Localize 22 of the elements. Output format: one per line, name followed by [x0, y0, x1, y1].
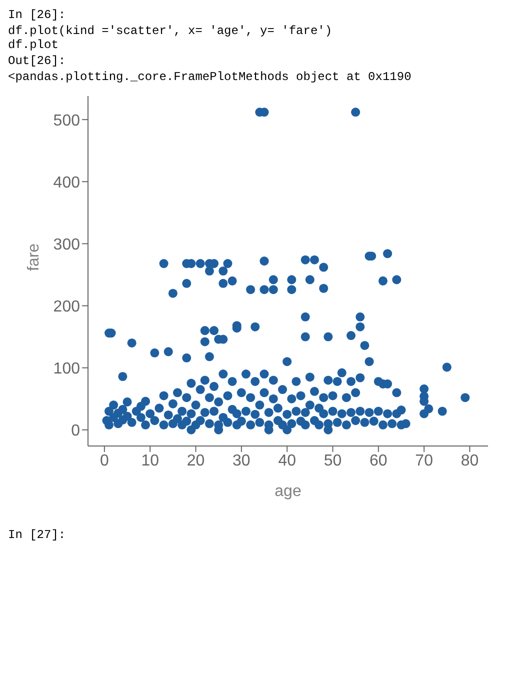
x-tick-label: 20: [186, 452, 205, 470]
y-tick-label: 100: [53, 360, 80, 378]
y-tick-label: 500: [53, 112, 80, 130]
x-tick-label: 10: [141, 452, 160, 470]
x-tick-label: 70: [415, 452, 434, 470]
x-tick-label: 80: [460, 452, 479, 470]
y-tick-label: 300: [53, 236, 80, 254]
x-tick-label: 50: [324, 452, 342, 470]
y-tick-label: 400: [53, 174, 80, 192]
text: In [26]:: [8, 8, 67, 22]
y-tick-label: 0: [71, 422, 80, 440]
text: <pandas.plotting._core.FramePlotMethods object at 0x1190: [8, 70, 412, 84]
y-axis-title: fare: [26, 243, 43, 271]
text: In [27]:: [8, 528, 67, 542]
x-tick-label: 30: [232, 452, 250, 470]
x-tick-label: 60: [370, 452, 388, 470]
text: Out[26]:: [8, 54, 67, 68]
text: df.plot(kind ='scatter', x= 'age', y= 'fare') df.plot: [8, 24, 334, 52]
y-tick-label: 200: [53, 298, 80, 316]
x-tick-label: 0: [100, 452, 109, 470]
x-axis-title: age: [274, 483, 302, 500]
x-tick-label: 40: [278, 452, 296, 470]
